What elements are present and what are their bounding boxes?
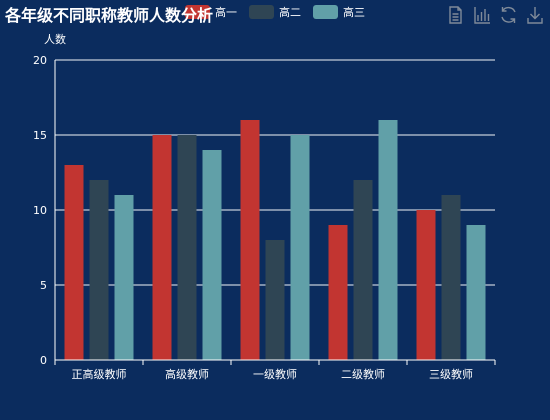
x-tick-label: 二级教师: [341, 368, 385, 381]
y-tick-label: 10: [33, 204, 47, 217]
restore-icon[interactable]: [501, 6, 516, 23]
bar[interactable]: [177, 135, 197, 360]
bar[interactable]: [378, 120, 398, 360]
bar[interactable]: [114, 195, 134, 360]
x-tick-label: 高级教师: [165, 367, 209, 381]
y-axis-unit-label: 人数: [44, 33, 66, 46]
y-tick-label: 0: [40, 354, 47, 367]
data-view-icon[interactable]: [449, 6, 462, 24]
legend-label: 高三: [343, 5, 365, 19]
bar[interactable]: [265, 240, 285, 360]
x-axis-ticks: 正高级教师 高级教师 一级教师 二级教师 三级教师: [72, 367, 474, 381]
bar[interactable]: [416, 210, 436, 360]
legend-swatch: [313, 5, 338, 19]
bar[interactable]: [64, 165, 84, 360]
toolbox: [449, 6, 543, 24]
bar[interactable]: [89, 180, 109, 360]
axes: [54, 60, 496, 365]
bar-chart-icon[interactable]: [474, 7, 490, 24]
bar[interactable]: [353, 180, 373, 360]
bar[interactable]: [290, 135, 310, 360]
y-tick-label: 20: [33, 54, 47, 67]
y-tick-label: 15: [33, 129, 47, 142]
legend-item[interactable]: 高三: [313, 5, 365, 19]
legend-label: 高二: [279, 5, 301, 19]
legend-item[interactable]: 高一: [185, 5, 237, 19]
bar-series: [64, 120, 486, 360]
legend-label: 高一: [215, 5, 237, 19]
chart-title: 各年级不同职称教师人数分析: [4, 6, 213, 25]
legend-item[interactable]: 高二: [249, 5, 301, 19]
y-axis-ticks: 0 5 10 15 20: [33, 54, 47, 367]
x-tick-label: 三级教师: [429, 368, 473, 381]
legend-swatch: [185, 5, 210, 19]
bar[interactable]: [328, 225, 348, 360]
legend-swatch: [249, 5, 274, 19]
x-tick-label: 一级教师: [253, 368, 297, 381]
bar[interactable]: [240, 120, 260, 360]
bar[interactable]: [202, 150, 222, 360]
download-icon[interactable]: [527, 7, 543, 24]
legend: 高一 高二 高三: [185, 5, 365, 19]
bar[interactable]: [152, 135, 172, 360]
bar[interactable]: [441, 195, 461, 360]
x-tick-label: 正高级教师: [72, 367, 127, 381]
y-tick-label: 5: [40, 279, 47, 292]
bar[interactable]: [466, 225, 486, 360]
